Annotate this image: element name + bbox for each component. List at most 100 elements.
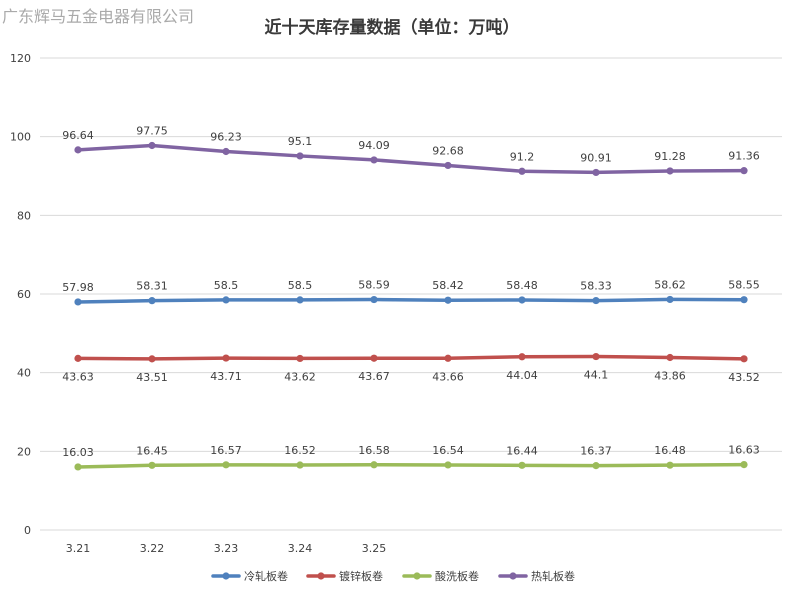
legend-marker-icon	[509, 572, 517, 580]
data-label: 43.63	[62, 370, 94, 383]
legend-item[interactable]: 热轧板卷	[498, 569, 575, 583]
y-axis-ticks: 0 20 40 60 80 100 120	[10, 52, 31, 537]
data-label: 58.59	[358, 279, 390, 292]
data-point	[740, 296, 748, 304]
y-tick-label: 100	[10, 131, 31, 144]
data-label: 43.71	[210, 370, 242, 383]
data-point	[222, 354, 230, 362]
data-point	[148, 461, 156, 469]
data-point	[518, 353, 526, 361]
data-label: 94.09	[358, 139, 390, 152]
data-point	[518, 167, 526, 175]
data-label: 92.68	[432, 144, 464, 157]
data-point	[518, 461, 526, 469]
data-label: 58.5	[288, 279, 313, 292]
data-label: 90.91	[580, 151, 612, 164]
data-label: 91.28	[654, 150, 686, 163]
data-point	[222, 296, 230, 304]
legend-marker-icon	[317, 572, 325, 580]
data-label: 95.1	[288, 135, 313, 148]
data-label: 58.55	[728, 279, 760, 292]
data-label: 57.98	[62, 281, 94, 294]
data-labels: 57.98 58.31 58.5 58.5 58.59 58.42 58.48 58.33 58…	[62, 125, 760, 459]
data-label: 58.33	[580, 280, 612, 293]
data-label: 91.2	[510, 150, 535, 163]
series-line	[76, 462, 746, 469]
data-point	[296, 296, 304, 304]
data-label: 16.48	[654, 444, 686, 457]
data-point	[592, 462, 600, 470]
data-label: 96.23	[210, 130, 242, 143]
y-tick-label: 20	[17, 445, 31, 458]
data-label: 16.52	[284, 444, 316, 457]
data-point	[148, 355, 156, 363]
legend[interactable]: 冷轧板卷 镀锌板卷 酸洗板卷 热轧板卷	[211, 569, 575, 583]
x-tick-label: 3.21	[66, 542, 91, 555]
data-label: 16.03	[62, 446, 94, 459]
data-point	[666, 461, 674, 469]
data-point	[370, 354, 378, 362]
data-point	[296, 354, 304, 363]
data-point	[74, 146, 82, 154]
data-point	[666, 353, 674, 362]
data-label: 58.62	[654, 278, 686, 291]
data-point	[740, 355, 748, 363]
data-label: 43.51	[136, 371, 168, 384]
data-label: 58.42	[432, 279, 464, 292]
data-label: 43.62	[284, 370, 316, 383]
data-label: 97.75	[136, 125, 168, 138]
legend-label: 酸洗板卷	[435, 569, 479, 583]
data-point	[296, 152, 304, 160]
grid-lines	[40, 57, 782, 531]
data-point	[666, 167, 674, 175]
data-label: 44.1	[584, 369, 609, 382]
data-point	[518, 296, 526, 304]
data-label: 16.57	[210, 444, 242, 457]
y-tick-label: 0	[24, 524, 31, 537]
data-label: 58.48	[506, 279, 538, 292]
data-point	[444, 354, 452, 362]
series-line	[76, 143, 746, 175]
legend-item[interactable]: 镀锌板卷	[306, 569, 383, 583]
data-point	[444, 161, 452, 170]
data-point	[370, 461, 378, 469]
legend-item[interactable]: 酸洗板卷	[402, 569, 479, 583]
data-label: 16.54	[432, 444, 464, 457]
x-tick-label: 3.23	[214, 542, 239, 555]
data-point	[222, 461, 230, 469]
legend-marker-icon	[413, 572, 421, 580]
data-point	[74, 463, 82, 471]
data-label: 43.67	[358, 370, 390, 383]
x-tick-label: 3.25	[362, 542, 387, 555]
data-point	[592, 168, 600, 177]
data-label: 44.04	[506, 369, 538, 382]
y-tick-label: 120	[10, 52, 31, 65]
data-label: 16.44	[506, 444, 538, 457]
data-label: 16.58	[358, 444, 390, 457]
data-label: 16.37	[580, 445, 612, 458]
data-point	[370, 156, 378, 164]
data-point	[666, 295, 674, 304]
x-tick-label: 3.24	[288, 542, 313, 555]
y-tick-label: 40	[17, 367, 31, 380]
data-point	[740, 167, 748, 175]
data-point	[740, 460, 748, 469]
data-point	[148, 141, 156, 150]
data-label: 16.45	[136, 444, 168, 457]
data-point	[592, 352, 600, 361]
data-point	[444, 296, 452, 304]
data-label: 91.36	[728, 150, 760, 163]
series-line	[76, 297, 746, 304]
data-label: 16.63	[728, 444, 760, 457]
legend-label: 冷轧板卷	[244, 569, 288, 583]
data-point	[148, 297, 156, 305]
y-tick-label: 60	[17, 288, 31, 301]
data-point	[444, 461, 452, 469]
series-line	[76, 354, 746, 361]
watermark-text: 广东辉马五金电器有限公司	[2, 7, 195, 26]
legend-item[interactable]: 冷轧板卷	[211, 569, 288, 583]
data-point	[370, 295, 378, 304]
data-point	[74, 298, 82, 306]
